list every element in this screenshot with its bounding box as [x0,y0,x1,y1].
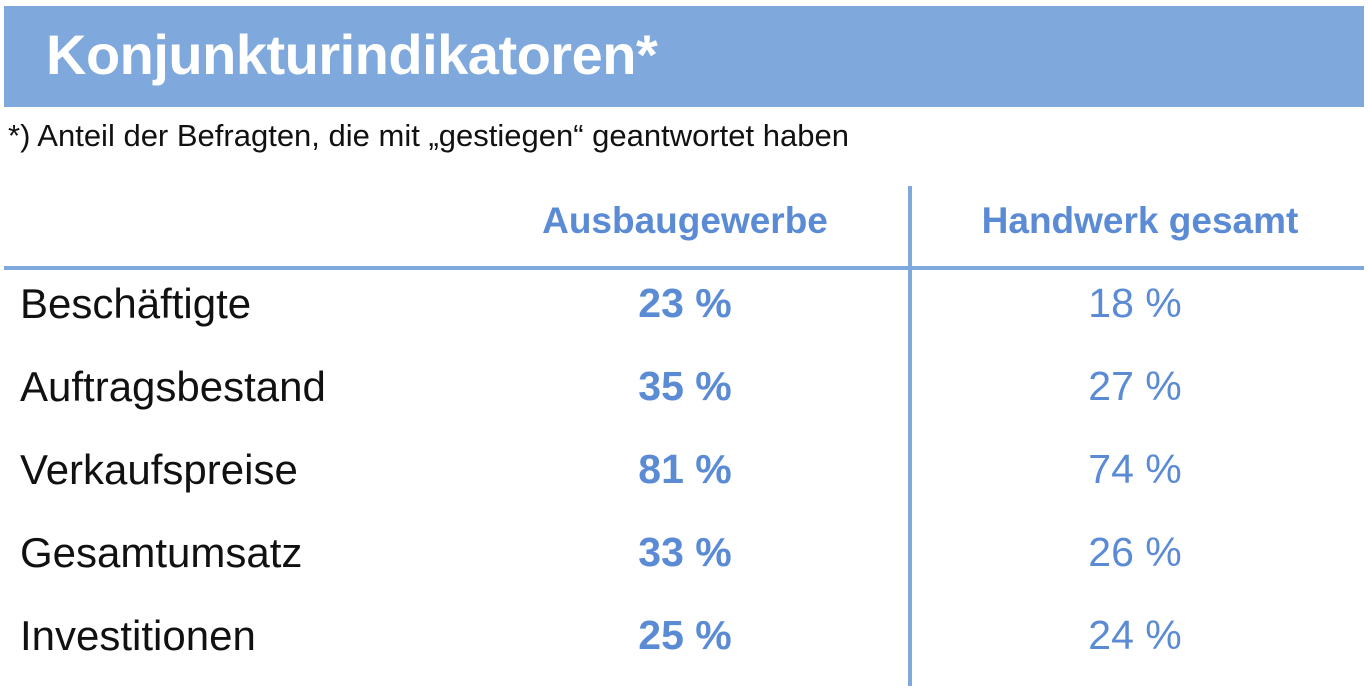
value-handwerk-gesamt: 18 % [1088,280,1182,326]
chart-title: Konjunkturindikatoren* [46,23,658,86]
title-bar: Konjunkturindikatoren* [4,6,1364,107]
value-handwerk-gesamt: 27 % [1088,363,1182,409]
row-label: Gesamtumsatz [20,529,303,576]
table-row: Beschäftigte 23 % 18 % [0,280,1368,360]
value-ausbaugewerbe: 81 % [638,446,732,492]
column-header-ausbaugewerbe: Ausbaugewerbe [542,200,828,241]
table-row: Investitionen 25 % 24 % [0,612,1368,692]
value-ausbaugewerbe: 35 % [638,363,732,409]
table-row: Auftragsbestand 35 % 27 % [0,363,1368,443]
row-label: Beschäftigte [20,280,252,327]
row-label: Investitionen [20,612,256,659]
row-label: Verkaufspreise [20,446,298,493]
value-handwerk-gesamt: 24 % [1088,612,1182,658]
value-handwerk-gesamt: 74 % [1088,446,1182,492]
value-handwerk-gesamt: 26 % [1088,529,1182,575]
value-ausbaugewerbe: 33 % [638,529,732,575]
table-row: Gesamtumsatz 33 % 26 % [0,529,1368,609]
column-header-handwerk-gesamt: Handwerk gesamt [981,200,1299,241]
column-divider [908,186,912,686]
row-label: Auftragsbestand [20,363,326,410]
chart-subtitle: *) Anteil der Befragten, die mit „gestie… [8,118,849,153]
table-row: Verkaufspreise 81 % 74 % [0,446,1368,526]
value-ausbaugewerbe: 25 % [638,612,732,658]
header-divider [4,266,1364,270]
value-ausbaugewerbe: 23 % [638,280,732,326]
